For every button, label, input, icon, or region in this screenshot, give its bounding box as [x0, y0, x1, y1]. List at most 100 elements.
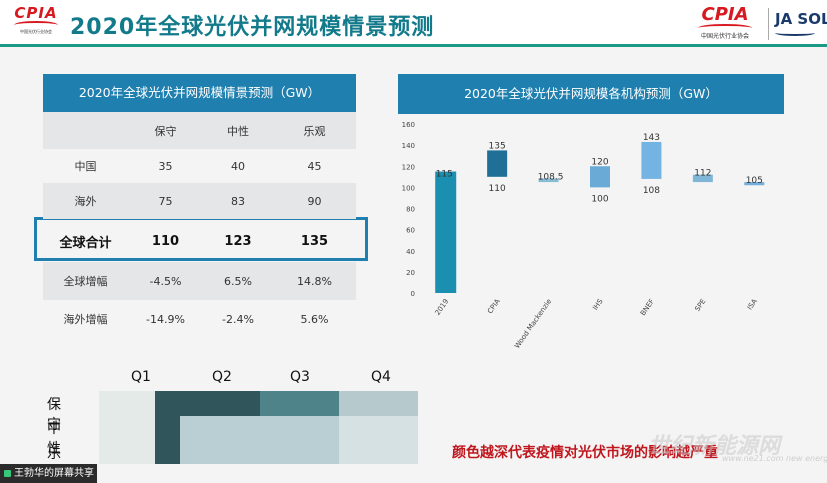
- x-tick-label: IHS: [591, 297, 605, 312]
- data-label-top: 112: [694, 169, 711, 179]
- bar: [744, 182, 765, 186]
- heatmap-cell: [155, 391, 260, 416]
- bar: [590, 166, 610, 188]
- x-tick-label: 2019: [434, 298, 451, 317]
- heatmap-cell: [99, 416, 155, 440]
- bar: [641, 141, 662, 179]
- bar: [435, 171, 457, 293]
- x-tick-label: Wood Mackenzie: [513, 298, 553, 350]
- y-tick-label: 80: [406, 206, 415, 214]
- bar: [692, 174, 713, 183]
- x-tick-label: BNEF: [639, 298, 656, 318]
- table-cell: 83: [231, 194, 245, 208]
- table-cell: 123: [224, 233, 252, 249]
- table-cell: -4.5%: [149, 274, 182, 288]
- y-tick-label: 0: [411, 290, 415, 298]
- heatmap-column-label: Q2: [212, 369, 232, 385]
- heatmap-column-label: Q1: [131, 369, 151, 385]
- heatmap-column-label: Q3: [290, 369, 310, 385]
- heatmap-cell: [339, 440, 418, 464]
- chart-title: 2020年全球光伏并网规模各机构预测（GW）: [398, 74, 784, 114]
- y-tick-label: 40: [406, 248, 415, 256]
- forecast-bar-chart: 0 20 40 60 80 100 120 140 160 115 2019 135 110 CPIA 10…: [402, 121, 765, 350]
- bar: [487, 150, 508, 177]
- title-rule: [0, 44, 827, 47]
- data-label-bottom: 110: [489, 184, 506, 194]
- x-tick-label: SPE: [693, 298, 707, 313]
- data-label-top: 105: [746, 176, 763, 186]
- cpia-logo-left: CPIA 中国光伏行业协会: [8, 4, 64, 40]
- heatmap-cell: [260, 391, 339, 416]
- y-tick-label: 20: [406, 269, 415, 277]
- table-cell: 40: [231, 159, 245, 173]
- heatmap-column-label: Q4: [371, 369, 391, 385]
- table-cell: -14.9%: [146, 312, 185, 326]
- y-tick-label: 160: [402, 121, 415, 129]
- heatmap-cell: [260, 416, 339, 440]
- heatmap-cell: [99, 440, 155, 464]
- table-cell: 45: [307, 159, 322, 173]
- table-header-row: 保守 中性 乐观: [43, 112, 356, 149]
- heatmap-cell-partial: [180, 416, 260, 464]
- row-label: 海外: [74, 195, 97, 208]
- row-label: 全球合计: [59, 235, 112, 251]
- table-cell: 6.5%: [224, 274, 252, 288]
- table-row: 全球增幅 -4.5% 6.5% 14.8%: [43, 262, 356, 300]
- watermark: 世纪新能源网: [648, 434, 781, 459]
- heatmap-cell: [260, 440, 339, 464]
- page-title: 2020年全球光伏并网规模情景预测: [70, 15, 435, 40]
- y-tick-label: 100: [402, 184, 415, 192]
- column-header: 乐观: [303, 124, 326, 138]
- table-row: 海外 75 83 90: [43, 183, 356, 219]
- heatmap-cell: [339, 391, 418, 416]
- table-cell: 14.8%: [297, 274, 332, 288]
- table-cell: -2.4%: [222, 312, 254, 326]
- bar: [538, 178, 559, 183]
- data-label-bottom: 108: [643, 186, 660, 196]
- share-label: 王勃华的屏幕共享: [14, 468, 94, 479]
- heatmap-row-label: 保守: [47, 397, 61, 433]
- heatmap-row-label: 中性: [47, 421, 61, 457]
- column-header: 中性: [227, 124, 249, 138]
- x-tick-label: ISA: [746, 297, 759, 311]
- ja-solar-logo: JA SOLA: [768, 8, 827, 40]
- y-tick-label: 60: [406, 227, 415, 235]
- heatmap-footnote: 颜色越深代表疫情对光伏市场的影响越严重: [452, 445, 718, 461]
- table-cell: 135: [300, 233, 329, 249]
- data-label-top: 135: [489, 141, 506, 151]
- column-header: 保守: [154, 124, 177, 138]
- y-tick-label: 140: [402, 142, 415, 150]
- table-cell: 75: [158, 194, 173, 208]
- table-title: 2020年全球光伏并网规模情景预测（GW）: [43, 74, 356, 112]
- data-label-top: 143: [643, 133, 660, 143]
- table-cell: 35: [158, 159, 173, 173]
- y-tick-label: 120: [402, 163, 415, 171]
- heatmap-cell: [99, 391, 155, 416]
- cpia-logo-text-right: CPIA: [701, 4, 749, 25]
- row-label: 中国: [74, 160, 97, 173]
- x-tick-label: CPIA: [486, 297, 502, 315]
- data-label-top: 120: [591, 157, 608, 167]
- cpia-logo-sub: 中国光伏行业协会: [20, 29, 52, 34]
- table-cell: 5.6%: [300, 312, 329, 326]
- ja-logo-text: JA SOLA: [775, 10, 827, 28]
- data-label-bottom: 100: [591, 194, 608, 204]
- table-row: 全球合计 110 123 135: [43, 222, 356, 260]
- cpia-swoosh-icon: [14, 21, 58, 29]
- forecast-chart-panel: 2020年全球光伏并网规模各机构预测（GW）: [398, 74, 784, 114]
- row-label: 全球增幅: [63, 275, 108, 288]
- ja-wave-icon: [775, 30, 815, 36]
- scenario-table: 2020年全球光伏并网规模情景预测（GW）: [43, 74, 356, 112]
- title-band: [0, 0, 827, 46]
- row-label: 海外增幅: [63, 313, 108, 326]
- table-row: 中国 35 40 45: [43, 149, 356, 183]
- cpia-swoosh-icon-right: [698, 24, 752, 32]
- table-row: 海外增幅 -14.9% -2.4% 5.6%: [43, 300, 356, 338]
- cpia-logo-sub-right: 中国光伏行业协会: [700, 33, 749, 40]
- watermark-sub: www.ne21.com new energy network: [722, 454, 827, 463]
- heatmap-cell: [339, 416, 418, 440]
- share-icon: [4, 469, 11, 477]
- cpia-logo-text: CPIA: [14, 4, 58, 22]
- screen-share-indicator[interactable]: 王勃华的屏幕共享: [0, 464, 97, 483]
